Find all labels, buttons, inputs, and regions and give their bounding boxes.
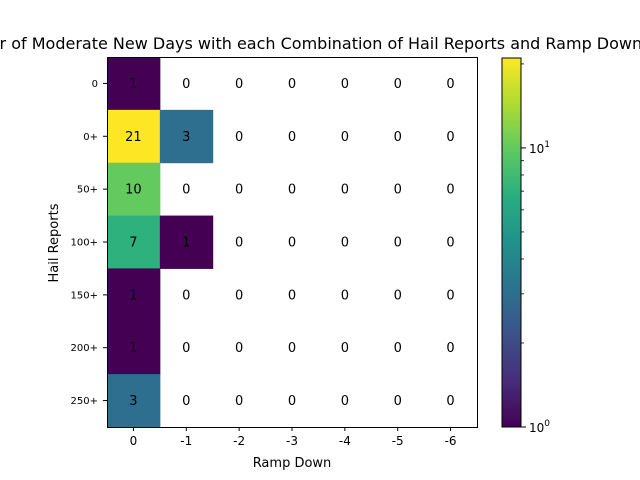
cell-value-label: 0	[446, 183, 454, 198]
chart-title: Number of Moderate New Days with each Co…	[0, 34, 640, 53]
y-axis-label: Hail Reports	[47, 203, 62, 282]
x-tick-label: -6	[445, 434, 457, 448]
cell-value-label: 0	[288, 288, 296, 303]
cell-value-label: 0	[446, 394, 454, 409]
cell-value-label: 0	[288, 130, 296, 145]
heatmap-cell	[107, 321, 161, 375]
y-tick-label: 150+	[71, 290, 98, 301]
heatmap-cell	[159, 109, 214, 164]
heatmap-cell	[107, 162, 161, 217]
cell-value-label: 0	[446, 77, 454, 92]
cell-value-label: 0	[288, 183, 296, 198]
cell-value-label: 1	[182, 236, 190, 251]
x-axis-label: Ramp Down	[253, 456, 332, 471]
cell-value-label: 0	[446, 288, 454, 303]
x-axis-ticks: 0 -1 -2 -3 -4 -5 -6	[130, 427, 457, 448]
colorbar-frame	[501, 57, 522, 428]
cell-value-label: 0	[394, 236, 402, 251]
y-tick-label: 0	[92, 79, 98, 90]
x-tick-label: -4	[339, 434, 351, 448]
cell-value-label: 1	[129, 341, 137, 356]
cell-value-label: 3	[182, 130, 190, 145]
x-tick-label: -5	[392, 434, 404, 448]
heatmap-cell	[159, 215, 214, 269]
cell-value-label: 0	[341, 236, 349, 251]
cell-value-label: 0	[182, 77, 190, 92]
cell-value-label: 0	[341, 130, 349, 145]
x-tick-label: 0	[130, 434, 138, 448]
cell-value-label: 0	[341, 77, 349, 92]
colorbar	[502, 58, 521, 427]
cell-value-label: 0	[394, 288, 402, 303]
cell-value-label: 7	[129, 236, 137, 251]
cell-value-label: 0	[446, 130, 454, 145]
cell-value-label: 1	[129, 288, 137, 303]
cell-value-label: 0	[288, 341, 296, 356]
colorbar-tick-label: 101	[529, 140, 550, 156]
cell-value-label: 0	[341, 341, 349, 356]
heatmap-cell	[107, 268, 161, 322]
cell-value-label: 0	[182, 394, 190, 409]
heatmap-cell	[107, 374, 161, 428]
heatmap-cell	[107, 215, 161, 269]
cell-value-label: 0	[288, 77, 296, 92]
cell-value-label: 0	[446, 341, 454, 356]
cell-value-label: 10	[125, 183, 142, 198]
cell-value-label: 0	[394, 77, 402, 92]
cell-value-label: 0	[235, 341, 243, 356]
cell-value-label: 0	[235, 77, 243, 92]
y-tick-label: 100+	[71, 238, 98, 249]
cell-value-label: 0	[446, 236, 454, 251]
x-tick-label: -2	[233, 434, 245, 448]
colorbar-ticks: 100 101	[521, 63, 550, 435]
cell-value-label: 0	[394, 130, 402, 145]
cell-value-label: 0	[235, 183, 243, 198]
cell-value-label: 0	[288, 236, 296, 251]
cell-value-label: 0	[394, 341, 402, 356]
cell-value-label: 0	[394, 394, 402, 409]
x-tick-label: -3	[286, 434, 298, 448]
heatmap-cell	[107, 57, 161, 111]
cell-value-label: 0	[288, 394, 296, 409]
cell-value-label: 3	[129, 394, 137, 409]
cell-value-label: 0	[341, 288, 349, 303]
y-tick-label: 50+	[77, 185, 98, 196]
y-tick-label: 200+	[71, 343, 98, 354]
cell-value-label: 0	[235, 130, 243, 145]
heatmap-cell	[107, 109, 161, 164]
cell-value-label: 0	[235, 236, 243, 251]
y-tick-label: 0+	[83, 132, 98, 143]
heatmap-cells	[107, 57, 214, 428]
cell-value-label: 0	[235, 288, 243, 303]
cell-value-label: 0	[235, 394, 243, 409]
cell-value-label: 0	[182, 183, 190, 198]
cell-value-label: 21	[125, 130, 142, 145]
y-axis-ticks: 0 0+ 50+ 100+ 150+ 200+ 250+	[71, 79, 107, 407]
cell-value-label: 0	[341, 183, 349, 198]
cell-value-label: 0	[182, 288, 190, 303]
x-tick-label: -1	[180, 434, 192, 448]
cell-value-label: 0	[341, 394, 349, 409]
cell-value-labels: 1 0 0 0 0 0 021 3 0 0 0 0 010 0 0 0 0 0 07 1 0 0 0 0 01 0 0 0 0 0 01 0 0…	[125, 77, 455, 409]
cell-value-label: 0	[394, 183, 402, 198]
cell-value-label: 0	[182, 341, 190, 356]
colorbar-tick-label: 100	[529, 419, 550, 435]
cell-value-label: 1	[129, 77, 137, 92]
y-tick-label: 250+	[71, 396, 98, 407]
